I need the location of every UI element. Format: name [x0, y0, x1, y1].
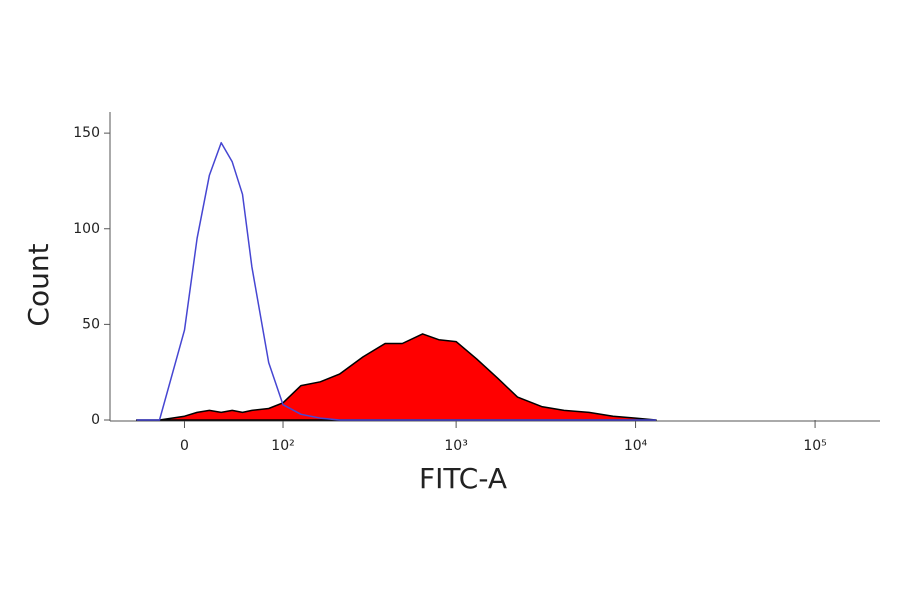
histogram-line — [136, 141, 656, 421]
y-tick-label: 50 — [82, 316, 100, 332]
x-tick-label: 10⁵ — [803, 438, 826, 454]
x-tick-label: 0 — [180, 438, 189, 454]
y-tick-label: 150 — [73, 125, 100, 141]
y-tick-label: 0 — [91, 412, 100, 428]
histogram-area — [135, 333, 657, 421]
x-axis-title: FITC-A — [419, 462, 507, 495]
y-axis-title: Count — [22, 243, 55, 326]
y-tick-label: 100 — [73, 221, 100, 237]
x-tick-label: 10² — [271, 438, 294, 454]
x-tick-label: 10⁴ — [624, 438, 648, 454]
x-tick-label: 10³ — [444, 438, 467, 454]
